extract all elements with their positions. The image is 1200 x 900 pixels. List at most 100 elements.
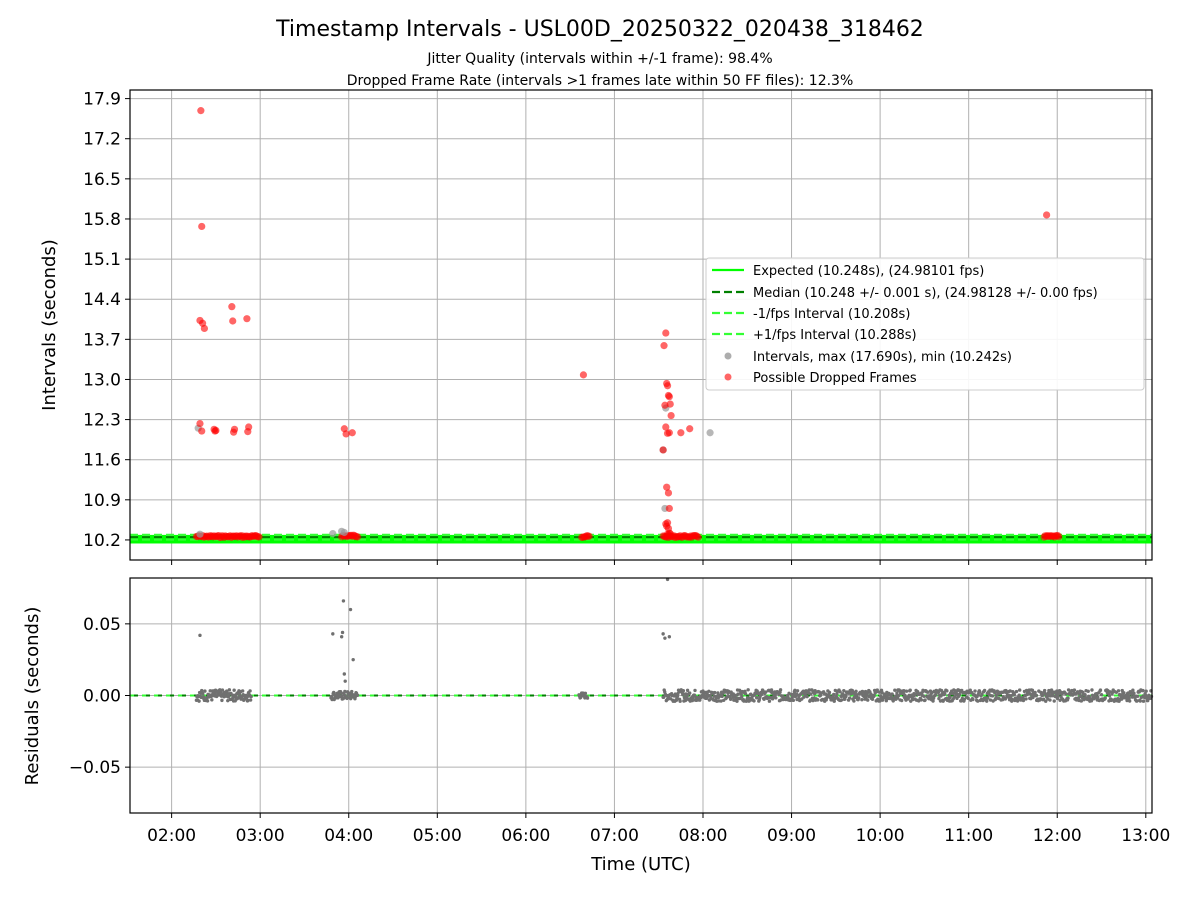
residual-point: [870, 697, 875, 701]
residual-point: [719, 699, 723, 703]
dropped-frame-point: [196, 419, 204, 428]
dropped-frame-point: [663, 483, 671, 491]
dropped-frame-point: [660, 342, 668, 350]
residual-point: [774, 696, 778, 700]
legend-intervals-swatch: [724, 352, 732, 360]
bottom-y-tick-label: −0.05: [69, 758, 121, 778]
x-tick-labels: 02:00 03:00 04:00 05:00 06:00 07:00 08:00 09:00…: [147, 560, 1170, 846]
residual-point: [1127, 696, 1131, 700]
dropped-frame-point: [1055, 533, 1063, 541]
residual-point: [936, 690, 941, 695]
top-y-tick-label: 10.2: [83, 531, 121, 551]
residual-point: [852, 699, 856, 703]
top-y-tick-label: 10.9: [83, 491, 121, 511]
bottom-y-axis-label: Residuals (seconds): [22, 607, 43, 786]
residual-point: [1041, 697, 1046, 701]
residual-point: [854, 693, 859, 697]
dropped-frame-point: [662, 329, 670, 337]
residual-outlier-point: [351, 657, 355, 662]
interval-point: [706, 429, 714, 437]
residual-outlier-point: [340, 630, 345, 635]
dropped-frame-point: [665, 529, 673, 537]
interval-point: [340, 528, 348, 537]
dropped-frame-point: [661, 401, 669, 409]
dropped-frame-point: [229, 317, 237, 325]
top-plot-frame: [129, 89, 1153, 561]
residual-point: [205, 699, 210, 703]
residual-point: [988, 698, 993, 702]
residual-point: [945, 689, 949, 693]
residual-point: [943, 692, 947, 696]
residual-point: [872, 694, 876, 698]
x-tick-label: 05:00: [413, 826, 462, 846]
x-tick-label: 13:00: [1121, 826, 1170, 846]
residual-point: [1141, 699, 1146, 703]
residual-point: [816, 698, 820, 702]
residual-point: [583, 691, 588, 695]
residual-point: [903, 693, 907, 697]
residual-point: [226, 698, 230, 703]
legend-intervals-label: Intervals, max (17.690s), min (10.242s): [753, 350, 1012, 365]
top-y-tick-label: 15.1: [83, 250, 121, 270]
residual-point: [1058, 698, 1062, 702]
residual-point: [339, 691, 343, 695]
residual-point: [973, 689, 977, 693]
residual-point: [941, 699, 945, 703]
residual-point: [661, 695, 666, 699]
residual-point: [847, 696, 852, 700]
residual-point: [1089, 699, 1094, 703]
residual-outlier-point: [341, 599, 346, 603]
residual-outlier-point: [198, 633, 202, 638]
residual-point: [1141, 688, 1145, 693]
residual-point: [681, 689, 686, 693]
dropped-frame-point: [1043, 211, 1051, 219]
residual-point: [838, 690, 842, 694]
residual-point: [937, 696, 941, 701]
legend-dropped-swatch: [724, 373, 732, 381]
top-y-tick-label: 13.7: [83, 330, 121, 350]
x-tick-label: 07:00: [590, 826, 639, 846]
residual-point: [860, 698, 864, 702]
residual-point: [1099, 693, 1104, 697]
residual-point: [707, 689, 711, 694]
top-y-tick-label: 13.0: [83, 370, 121, 390]
residual-point: [220, 698, 224, 703]
dropped-frame-point: [659, 446, 667, 454]
residual-point: [225, 691, 229, 695]
top-y-tick-label: 12.3: [83, 411, 121, 431]
residual-point: [1066, 696, 1070, 700]
legend-dropped-label: Possible Dropped Frames: [753, 371, 917, 386]
dropped-frame-point: [663, 519, 672, 527]
residual-point: [716, 691, 720, 695]
x-tick-label: 09:00: [767, 826, 816, 846]
dropped-frame-point: [663, 382, 672, 390]
residual-point: [767, 699, 772, 703]
residual-point: [1096, 695, 1100, 699]
residual-point: [1072, 688, 1077, 692]
residual-point: [915, 690, 920, 694]
residual-point: [761, 689, 765, 693]
residual-point: [1066, 688, 1071, 692]
x-axis-label: Time (UTC): [590, 854, 691, 875]
chart-title: Timestamp Intervals - USL00D_20250322_02…: [275, 17, 924, 42]
residual-point: [678, 699, 682, 703]
residual-outlier-point: [331, 632, 335, 636]
residual-outlier-point: [342, 672, 347, 676]
top-y-tick-labels: 10.2 10.9 11.6 12.3 13.0 13.7 14.4 15.1 15.8 16.5…: [83, 90, 130, 551]
residual-point: [957, 692, 962, 697]
residual-point: [343, 689, 347, 694]
residual-point: [962, 697, 967, 701]
residual-point: [1031, 695, 1035, 700]
residual-point: [1014, 689, 1019, 694]
top-scatter-points: [192, 107, 1063, 542]
legend-median-label: Median (10.248 +/- 0.001 s), (24.98128 +…: [753, 286, 1098, 301]
residual-point: [248, 698, 253, 702]
residual-point: [763, 690, 768, 694]
residual-point: [1034, 693, 1038, 698]
residual-point: [1120, 697, 1124, 701]
dropped-frame-point: [342, 430, 350, 438]
bottom-scatter-points: [194, 577, 1154, 703]
residual-point: [1075, 690, 1080, 694]
residual-point: [900, 698, 904, 703]
